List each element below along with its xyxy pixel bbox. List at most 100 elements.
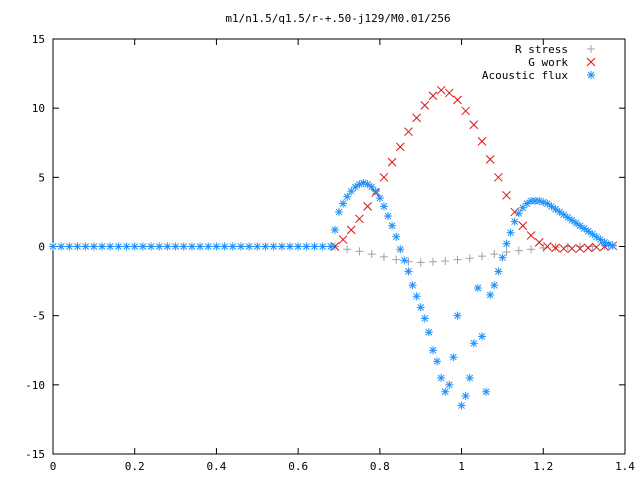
data-point [490,281,499,290]
data-point [285,242,294,251]
data-point [486,290,495,299]
plot-area [49,85,618,410]
data-point [379,252,388,261]
data-point [346,225,356,235]
data-point [502,239,511,248]
data-point [138,242,147,251]
data-point [576,242,585,251]
data-point [563,213,572,222]
y-axis: 15 10 5 0 -5 -10 -15 [25,33,625,461]
data-point [220,242,229,251]
data-point [551,243,560,253]
x-tick-label: 0.8 [370,460,390,473]
data-point [445,380,454,389]
data-point [469,120,479,130]
y-tick: -15 [25,448,625,461]
data-point [400,256,409,265]
data-point [608,241,617,250]
data-point [122,242,131,251]
data-point [404,127,413,137]
data-point [526,231,536,240]
data-point [330,242,340,251]
y-tick-label: -15 [25,448,45,461]
data-point [420,314,429,323]
data-point [559,210,568,219]
data-point [424,328,433,337]
data-point [89,242,98,251]
data-point [335,207,343,216]
x-tick-label: 0 [50,460,57,473]
x-tick: 1.2 [533,39,553,473]
data-point [571,218,580,227]
legend-label: Acoustic flux [482,69,568,82]
data-point [449,353,458,362]
data-point [543,242,552,251]
data-point [493,172,503,182]
y-tick: 15 [32,33,625,46]
data-point [555,207,564,216]
data-point [130,242,139,251]
data-point [453,255,462,264]
legend-item: G work [528,56,596,69]
x-tick-label: 1 [458,460,465,473]
data-point [490,250,499,259]
data-point [395,142,405,152]
x-tick-label: 0.2 [125,460,145,473]
y-tick: 5 [38,171,625,184]
data-point [428,91,438,101]
data-point [326,242,335,251]
data-point [412,292,421,301]
x-axis: 0 0.2 0.4 0.6 0.8 1 1.2 1.4 [50,39,635,473]
data-point [436,85,446,95]
y-tick-label: 15 [32,33,45,46]
data-point [355,247,364,256]
data-point [534,237,544,247]
data-point [473,284,482,292]
x-tick: 1 [458,39,465,473]
y-tick: -5 [32,310,625,323]
series-plus [330,241,617,267]
data-point [547,202,556,211]
data-point [551,205,560,214]
legend-item: R stress [515,43,595,56]
data-point [212,242,221,251]
plot-frame [52,38,626,455]
data-point [330,225,339,234]
y-tick-label: -5 [32,310,45,323]
data-point [453,95,462,105]
data-point [98,242,107,251]
y-tick-label: 0 [38,241,45,254]
data-point [351,183,360,192]
legend-marker [587,45,595,53]
data-point [408,281,417,290]
data-point [416,303,425,312]
data-point [355,180,364,189]
data-point [338,235,348,244]
data-point [196,242,205,251]
data-point [339,199,348,208]
data-point [461,106,471,116]
data-point [559,244,569,253]
data-point [294,242,303,251]
data-point [485,154,495,164]
data-point [412,113,421,123]
data-point [261,242,270,251]
data-point [596,235,605,244]
data-point [392,255,401,264]
data-point [502,190,511,200]
data-point [498,253,507,262]
data-point [522,199,531,208]
data-point [343,245,352,254]
data-point [453,311,462,320]
data-point [387,157,397,167]
series-star [49,178,617,410]
y-tick-label: -10 [25,379,45,392]
data-point [404,267,413,276]
data-point [253,242,262,251]
data-point [375,194,384,203]
data-point [584,227,593,236]
data-point [592,232,601,241]
x-tick: 1.4 [615,39,635,473]
